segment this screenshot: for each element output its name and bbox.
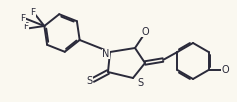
Text: F: F	[30, 8, 36, 17]
Text: O: O	[222, 65, 229, 75]
Text: O: O	[141, 27, 149, 37]
Text: F: F	[20, 14, 25, 23]
Text: N: N	[102, 49, 110, 59]
Text: S: S	[86, 76, 92, 86]
Text: F: F	[23, 22, 28, 31]
Text: S: S	[137, 78, 143, 88]
